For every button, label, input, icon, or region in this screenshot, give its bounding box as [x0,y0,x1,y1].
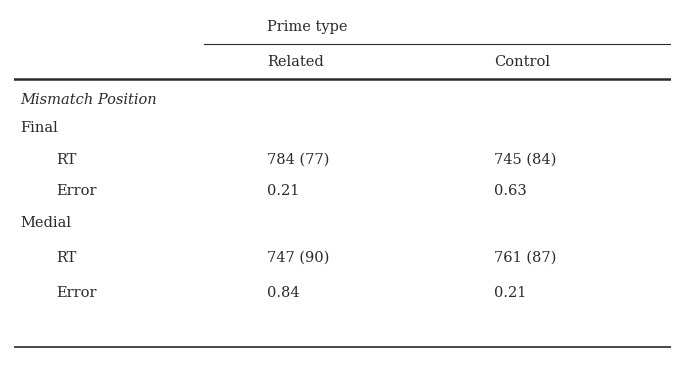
Text: Final: Final [21,121,58,135]
Text: Medial: Medial [21,216,71,230]
Text: Error: Error [56,184,97,198]
Text: Mismatch Position: Mismatch Position [21,93,157,107]
Text: 0.21: 0.21 [494,286,526,300]
Text: 761 (87): 761 (87) [494,251,556,265]
Text: 784 (77): 784 (77) [267,153,329,167]
Text: 0.21: 0.21 [267,184,299,198]
Text: Control: Control [494,55,550,69]
Text: Error: Error [56,286,97,300]
Text: 0.63: 0.63 [494,184,527,198]
Text: 747 (90): 747 (90) [267,251,329,265]
Text: Prime type: Prime type [267,20,347,34]
Text: 745 (84): 745 (84) [494,153,556,167]
Text: Related: Related [267,55,323,69]
Text: RT: RT [56,153,77,167]
Text: 0.84: 0.84 [267,286,299,300]
Text: RT: RT [56,251,77,265]
